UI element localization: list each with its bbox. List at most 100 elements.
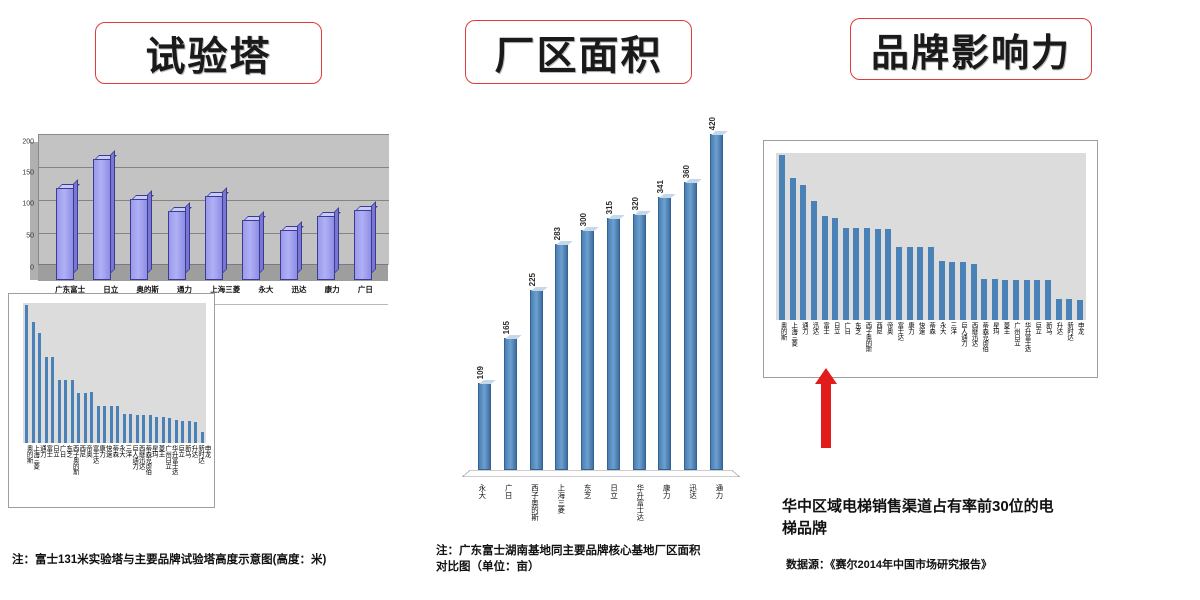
chart3-bar	[116, 406, 120, 443]
chart4-bar	[949, 262, 956, 320]
chart2-category-label: 迅达	[688, 484, 698, 499]
chart4-category-label: 巨立	[1034, 322, 1042, 334]
chart4-bar	[917, 247, 924, 320]
chart3-bar	[83, 393, 87, 443]
chart3-bar	[51, 357, 55, 443]
chart1-category-label: 奥的斯	[136, 285, 159, 294]
section-title-center: 厂区面积	[465, 20, 692, 84]
chart4-category-label: 星玛	[991, 322, 999, 334]
chart2-bar-value: 315	[604, 200, 614, 214]
section-title-left: 试验塔	[95, 22, 322, 84]
chart2-category-label: 永大	[477, 484, 487, 499]
chart4-bar	[800, 185, 807, 320]
chart3-category-label: 新时达	[197, 445, 205, 463]
chart3-bar	[70, 380, 74, 443]
chart1-bar-group: 131 173 115 99 120 857292 100	[46, 134, 382, 280]
chart4-bar	[1045, 280, 1052, 320]
chart1-category-label: 上海三菱	[210, 285, 241, 294]
chart3-category-label: 永大	[117, 445, 125, 457]
chart3-category-label: 日立	[51, 445, 59, 457]
chart3-bar	[38, 333, 42, 443]
chart3-bar	[174, 420, 178, 443]
chart3-bar	[77, 393, 81, 443]
chart1-ytick-0: 0	[30, 264, 34, 272]
section-title-right: 品牌影响力	[850, 18, 1092, 80]
chart2-bar-group: 109 165 225 283 300 315 320 341 360 420	[476, 95, 728, 470]
chart4-category-label: 迅达	[811, 322, 819, 334]
chart2-category-label: 通力	[714, 484, 724, 499]
note-center-line1: 注：广东富士湖南基地同主要品牌核心基地厂区面积	[436, 545, 701, 557]
chart3-category-label: 新马	[183, 445, 191, 457]
chart4-bar	[959, 262, 966, 320]
chart3-bar	[148, 415, 152, 443]
chart4-bar	[885, 229, 892, 320]
chart3-bar	[161, 417, 165, 443]
chart2-bar-value: 165	[501, 320, 511, 334]
chart3-bar	[64, 380, 68, 443]
chart3-bar	[90, 392, 94, 443]
chart4-bar	[970, 264, 977, 320]
chart4-category-axis: 奥的斯 上海三菱 通力 迅达 富士 日立 广日 东芝 西子奥的斯 西尼 帝奥 富士达 康力 快速 蒂森 永大三…	[779, 322, 1084, 352]
chart3-category-label: 康力	[98, 445, 106, 457]
chart1-bar: 100	[354, 201, 379, 280]
chart3-bar	[168, 418, 172, 443]
chart3-bar	[200, 432, 204, 443]
chart2-bar: 315	[605, 201, 625, 470]
chart4-bar	[938, 261, 945, 320]
chart2-category-label: 东芝	[583, 484, 593, 499]
chart1-category-label: 永大	[258, 285, 274, 294]
chart1-bar: 173	[92, 150, 117, 280]
chart4-category-label: 通力	[800, 322, 808, 334]
chart2-bar-value: 320	[630, 196, 640, 210]
chart1-bar: 92	[316, 207, 341, 280]
chart4-category-label: 新时达	[1066, 322, 1074, 340]
section-title-right-label: 品牌影响力	[870, 32, 1071, 75]
section-title-left-label: 试验塔	[145, 35, 272, 79]
chart2-category-label: 广日	[504, 484, 514, 499]
chart3-category-label: 西继迅达	[137, 445, 145, 469]
chart4-category-label: 蒂森克虏伯	[981, 322, 989, 352]
chart3-category-label: 三洋	[124, 445, 132, 457]
chart3-bar	[31, 322, 35, 443]
chart3-category-label: 巨立	[177, 445, 185, 457]
chart1-category-label: 迅达	[291, 285, 307, 294]
heading-right-line2: 梯品牌	[782, 520, 828, 537]
heading-right-line1: 华中区域电梯销售渠道占有率前30位的电	[782, 498, 1054, 515]
chart4-bar	[853, 228, 860, 320]
chart1-bar: 115	[130, 190, 155, 280]
chart3-bar	[44, 357, 48, 443]
chart1-bar: 120	[204, 187, 229, 280]
chart4-bar-group	[779, 153, 1083, 320]
chart2-bar: 300	[579, 213, 599, 470]
highlight-arrow-icon	[815, 368, 837, 450]
chart2-bar: 165	[502, 321, 522, 470]
chart1-category-label: 日立	[103, 285, 119, 294]
chart4-category-label: 新马	[1044, 322, 1052, 334]
chart3-bar	[155, 417, 159, 443]
chart4-bar	[1002, 280, 1009, 320]
chart1-category-label: 广东富士	[55, 285, 86, 294]
chart2-bar-value: 109	[476, 365, 485, 379]
chart3-category-label: 广日	[58, 445, 66, 457]
chart2-category-label: 上海三菱	[556, 484, 566, 514]
chart3-category-label: 蒂森克虏伯	[144, 445, 152, 475]
chart4-category-label: 菱王	[1002, 322, 1010, 334]
chart2-bar: 109	[476, 366, 496, 470]
chart3-bar	[187, 421, 191, 443]
chart4-category-label: 广州日立	[1013, 322, 1020, 346]
chart2-bar-value: 225	[527, 272, 537, 286]
chart3-bar	[129, 414, 133, 443]
chart4-bar	[981, 279, 988, 320]
heading-right: 华中区域电梯销售渠道占有率前30位的电 梯品牌	[782, 496, 1112, 540]
chart4-category-label: 西子奥的斯	[864, 322, 872, 352]
chart-test-tower: 200 150 100 50 0 131 173 115 99 120 857292 100…	[0, 128, 400, 308]
chart4-category-label: 富士	[822, 322, 830, 334]
chart4-category-label: 升达	[1055, 322, 1063, 334]
chart3-category-label: 申龙	[203, 445, 211, 457]
chart4-bar	[810, 201, 817, 320]
chart1-category-label: 通力	[177, 285, 193, 294]
note-center-line2: 对比图（单位：亩）	[436, 561, 540, 573]
chart4-bar	[874, 229, 881, 320]
chart4-bar	[927, 247, 934, 320]
chart3-category-label: 上海三菱	[32, 445, 40, 469]
